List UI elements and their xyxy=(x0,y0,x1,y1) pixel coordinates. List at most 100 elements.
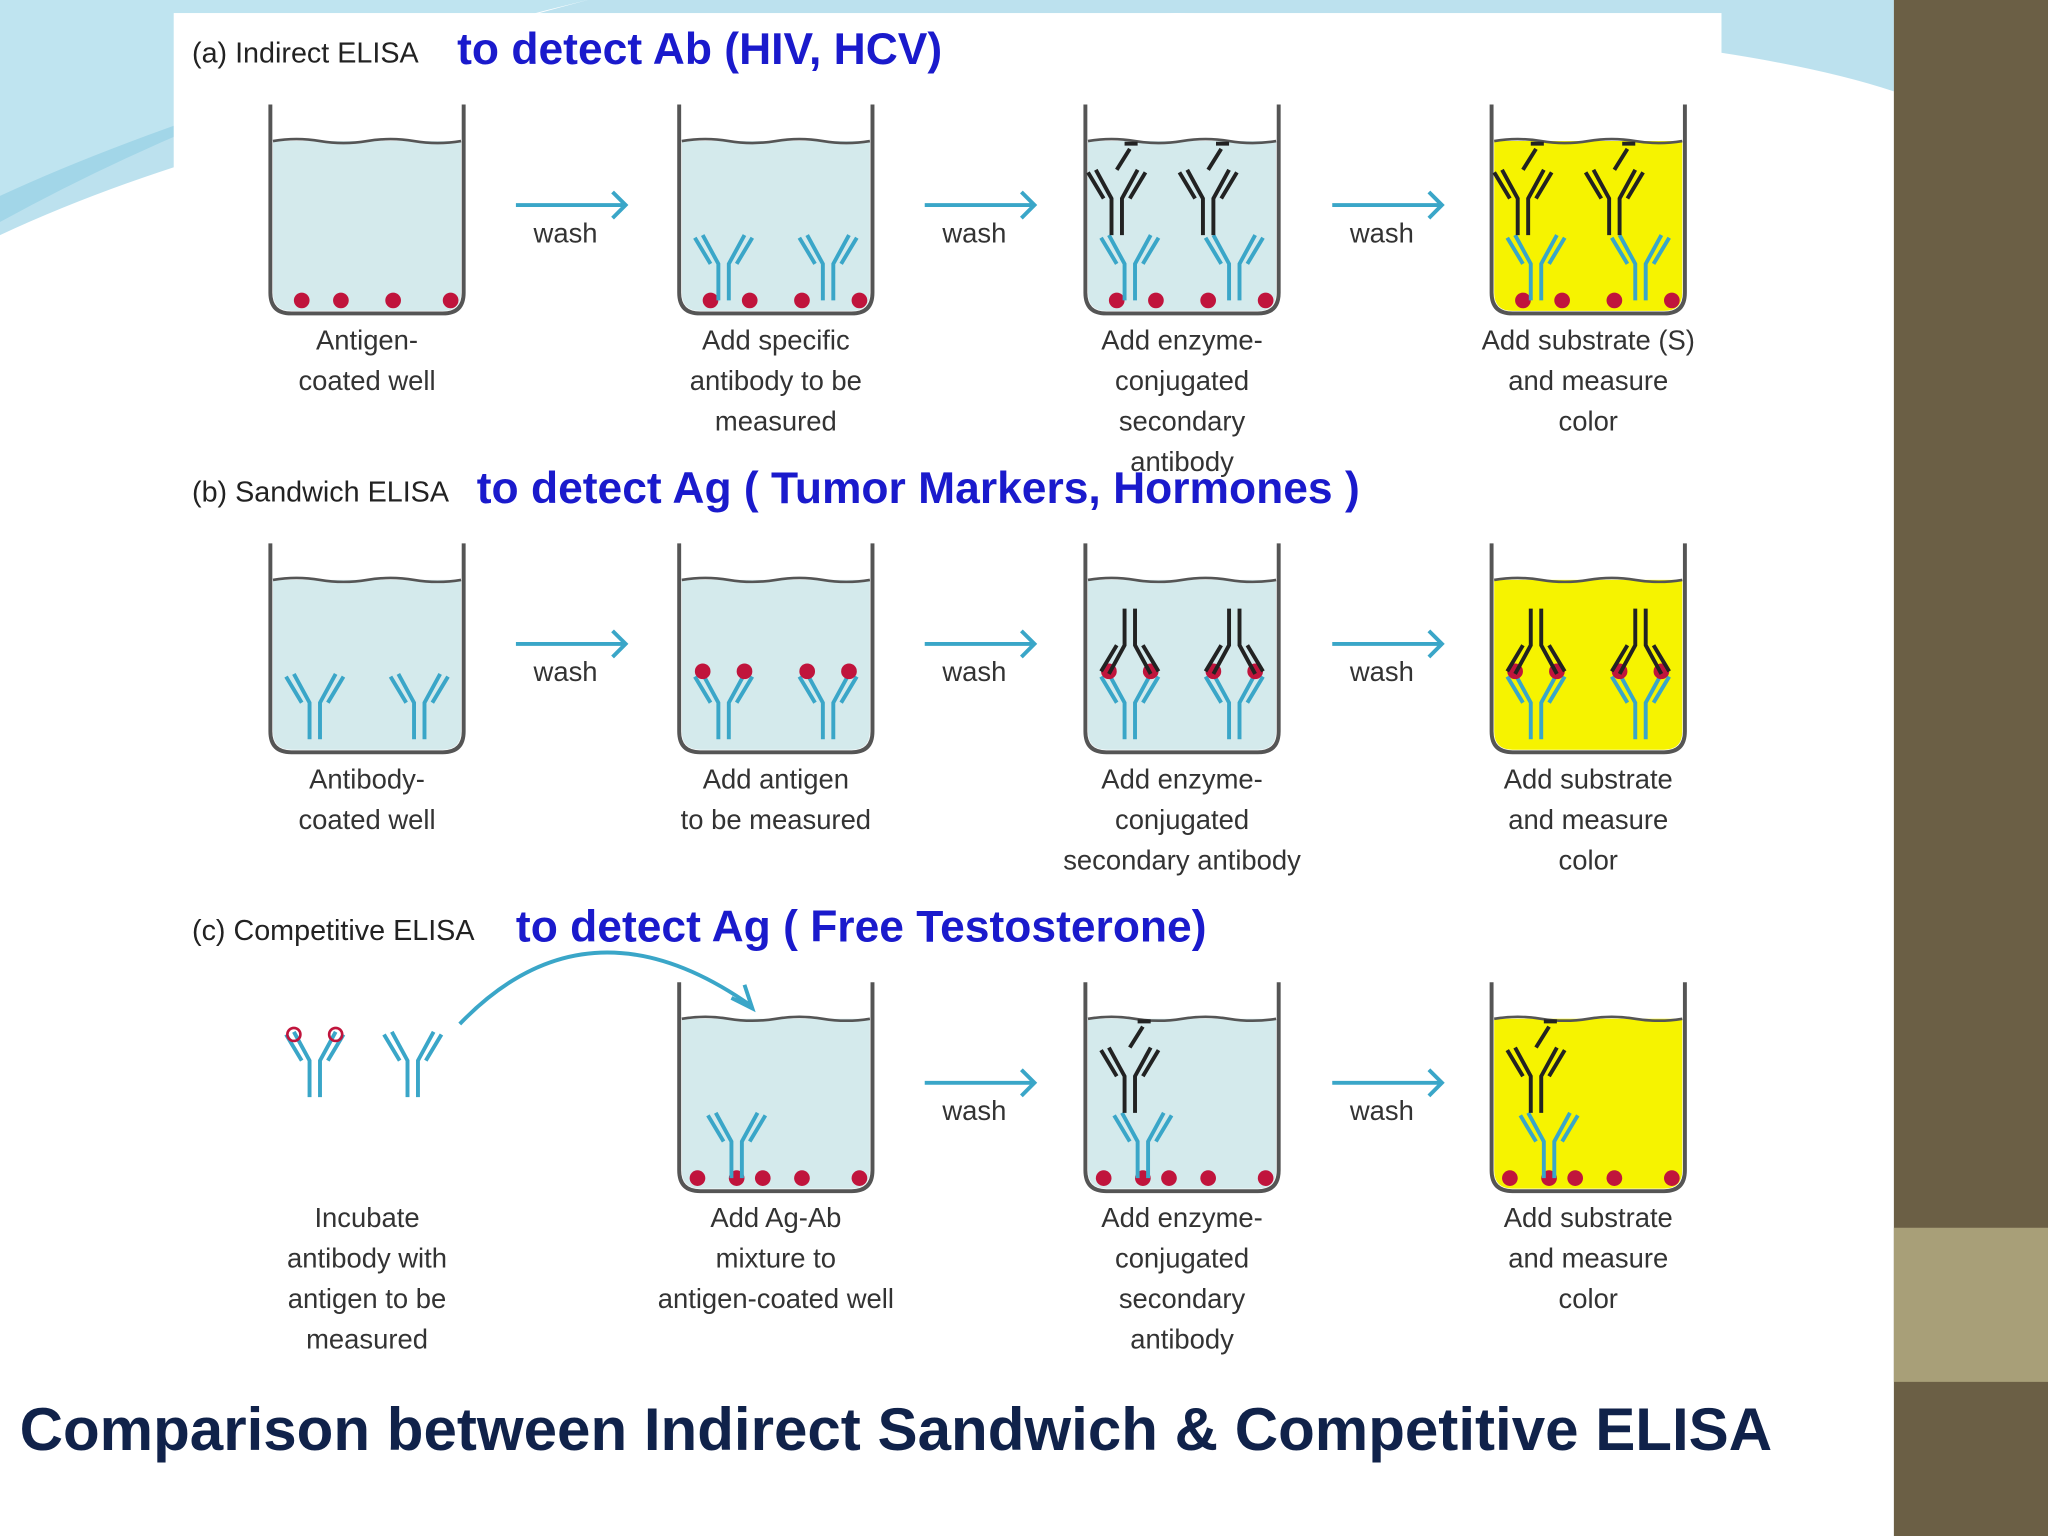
antigen xyxy=(694,663,711,680)
well-liquid xyxy=(1088,141,1277,311)
well-liquid xyxy=(1494,141,1683,311)
step-caption: Add Ag-Ab xyxy=(710,1202,841,1233)
slide-title: Comparison between Indirect Sandwich & C… xyxy=(20,1396,1773,1463)
antibody xyxy=(1505,1046,1567,1113)
wash-arrow xyxy=(515,629,629,659)
step-caption: Add substrate (S) xyxy=(1482,324,1695,355)
transfer-arrow xyxy=(458,950,756,1026)
antibody xyxy=(284,673,346,740)
wash-label: wash xyxy=(533,656,598,687)
well-liquid xyxy=(272,579,462,750)
liquid-surface xyxy=(272,137,462,145)
wash-arrow xyxy=(924,190,1038,220)
antigen xyxy=(1108,292,1125,309)
step-caption: Add substrate xyxy=(1504,1202,1673,1233)
liquid-surface xyxy=(681,137,871,145)
wash-arrow xyxy=(1332,190,1445,220)
antigen xyxy=(1502,1170,1518,1186)
step-caption: mixture to xyxy=(716,1243,836,1274)
enzyme xyxy=(1612,141,1636,171)
well xyxy=(268,104,466,316)
antibody xyxy=(1112,1111,1174,1179)
step-caption: antigen-coated well xyxy=(658,1283,894,1314)
liquid-surface xyxy=(272,576,462,584)
well-liquid xyxy=(681,579,870,750)
antibody xyxy=(1099,1046,1161,1113)
well xyxy=(268,543,466,755)
antigen xyxy=(385,292,401,309)
step-caption: Incubate xyxy=(314,1202,419,1233)
antibody xyxy=(382,1030,444,1098)
antibody xyxy=(1505,673,1567,740)
antigen xyxy=(1567,1170,1584,1186)
panel-purpose: to detect Ag ( Tumor Markers, Hormones ) xyxy=(477,464,1360,513)
well xyxy=(1083,543,1281,755)
well-liquid xyxy=(1088,1018,1277,1189)
wash-arrow xyxy=(515,190,629,220)
antigen xyxy=(1095,1170,1112,1186)
antigen xyxy=(1664,292,1680,309)
antibody xyxy=(1583,168,1645,236)
antigen xyxy=(1664,1170,1680,1186)
antibody xyxy=(797,673,859,740)
enzyme xyxy=(1128,1019,1151,1049)
panel-label: (b) Sandwich ELISA xyxy=(192,476,450,508)
antibody xyxy=(706,1111,768,1179)
antigen xyxy=(794,292,810,309)
swoosh xyxy=(0,0,588,223)
wash-label: wash xyxy=(941,656,1006,687)
step-caption: antigen to be xyxy=(288,1283,446,1314)
well xyxy=(1489,104,1687,316)
antibody xyxy=(797,234,859,301)
step-caption: secondary xyxy=(1119,1283,1246,1314)
antibody xyxy=(1610,608,1671,675)
antibody xyxy=(1099,673,1161,740)
antigen xyxy=(1161,1170,1177,1186)
antigen xyxy=(442,292,459,309)
antibody xyxy=(1610,673,1671,740)
step-caption: and measure xyxy=(1508,804,1668,835)
antigen xyxy=(1554,292,1570,309)
antigen xyxy=(754,1170,771,1186)
well xyxy=(677,104,875,316)
antibody xyxy=(693,673,755,740)
well-liquid xyxy=(1494,1018,1683,1189)
antigen xyxy=(1515,292,1531,309)
wash-arrow xyxy=(1332,629,1445,659)
step-caption: Add substrate xyxy=(1504,763,1673,794)
antibody xyxy=(1099,608,1161,675)
antigen xyxy=(293,292,310,309)
panel-purpose: to detect Ag ( Free Testosterone) xyxy=(516,903,1207,952)
wash-label: wash xyxy=(1349,656,1414,687)
liquid-surface xyxy=(1087,137,1277,145)
step-caption: measured xyxy=(715,405,837,436)
step-caption: antibody to be xyxy=(690,365,862,396)
well-liquid xyxy=(1494,579,1683,750)
step-caption: color xyxy=(1559,1283,1618,1314)
antigen xyxy=(736,663,753,680)
antigen xyxy=(1606,292,1623,309)
enzyme xyxy=(1206,141,1230,171)
well-liquid xyxy=(272,141,462,311)
antibody xyxy=(1505,608,1567,675)
step-caption: secondary xyxy=(1119,405,1246,436)
step-caption: antibody xyxy=(1130,446,1234,477)
antigen xyxy=(1200,292,1216,309)
antigen xyxy=(286,1026,302,1043)
enzyme xyxy=(1534,1019,1557,1049)
step-caption: Antibody- xyxy=(309,763,425,794)
wash-label: wash xyxy=(533,217,598,248)
step-caption: and measure xyxy=(1508,1243,1668,1274)
well xyxy=(1489,543,1687,755)
antibody xyxy=(1203,673,1265,740)
liquid-surface xyxy=(1493,137,1683,145)
antigen xyxy=(1148,292,1164,309)
step-caption: Add specific xyxy=(702,324,850,355)
wash-arrow xyxy=(924,1068,1038,1098)
antigen xyxy=(1257,1170,1274,1186)
antibody xyxy=(1099,234,1161,301)
enzyme xyxy=(1115,141,1138,171)
antibody xyxy=(284,1030,346,1098)
step-caption: Add enzyme- xyxy=(1101,1202,1262,1233)
